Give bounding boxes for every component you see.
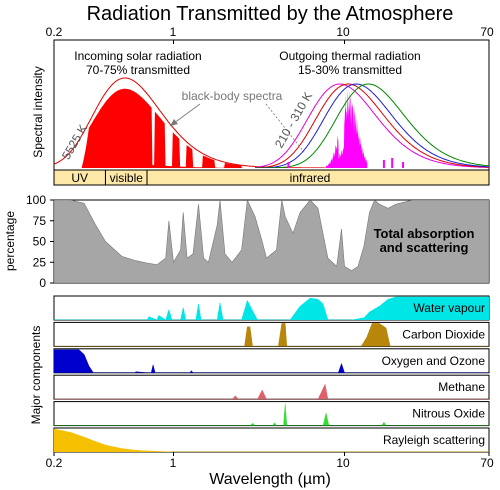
top-tick-10: 10 [336,25,350,39]
top-tick-labels: 0.2 1 10 70 [46,25,494,39]
top-tick-1: 1 [170,25,177,39]
spectral-panel: UV visible infrared Spectral intensity Inc… [31,39,490,186]
spectral-plot-area [54,77,489,168]
thermal-minor-band-1 [382,160,385,168]
component-label-3: Methane [438,380,485,394]
component-area-5 [54,428,489,452]
component-label-1: Carbon Dioxide [402,327,485,341]
blackbody-arrow-left-head [170,119,178,126]
component-frame-3 [53,374,490,400]
thermal-transmitted-area [326,87,368,168]
thermal-blackbody-curve-1 [255,83,489,168]
top-tick-70: 70 [480,25,494,39]
component-label-5: Rayleigh scattering [383,433,485,447]
top-tick-0-2: 0.2 [46,25,63,39]
thermal-minor-band-0 [287,162,290,168]
abs-ytick-1: 25 [33,255,47,269]
bottom-tick-labels: 0.2 1 10 70 [46,456,494,470]
outgoing-label-line1: Outgoing thermal radiation [279,49,420,63]
component-area-0 [54,296,489,320]
incoming-label-line2: 70-75% transmitted [86,63,190,77]
absorption-label-line1: Total absorption [374,226,475,241]
thermal-blackbody-curve-3 [255,83,489,168]
absorption-plot-area [54,200,489,283]
band-label-infrared: infrared [290,171,331,185]
abs-ytick-4: 100 [26,193,46,207]
bottom-tick-70: 70 [480,456,494,470]
abs-ytick-0: 0 [39,276,46,290]
abs-ytick-2: 50 [33,235,47,249]
component-frame-4 [53,401,490,427]
bottom-tick-0-2: 0.2 [46,456,63,470]
component-label-0: Water vapour [413,301,485,315]
bottom-tick-10: 10 [336,456,350,470]
x-axis-label: Wavelength (µm) [209,471,331,488]
spectral-ylabel: Spectral intensity [31,66,45,157]
wavelength-bands: UV visible infrared [53,169,490,186]
band-infrared [146,169,490,186]
blackbody-label: black-body spectra [182,89,283,103]
band-label-visible: visible [110,171,144,185]
component-area-3 [54,383,489,400]
outgoing-label-line2: 15-30% transmitted [298,63,402,77]
solar-transmitted-area [81,88,245,168]
thermal-blackbody-curve-0 [255,83,489,168]
thermal-minor-band-2 [391,158,394,168]
incoming-label-line1: Incoming solar radiation [74,49,201,63]
components-ylabel: Major components [29,326,43,425]
component-area-2 [54,349,489,373]
absorption-label-line2: and scattering [380,240,469,255]
bottom-tick-1: 1 [170,456,177,470]
component-area-4 [54,403,489,426]
absorption-y-ticks: 0 25 50 75 100 [26,193,54,290]
absorption-ylabel: percentage [3,211,17,271]
abs-ytick-3: 75 [33,214,47,228]
total-absorption-area [54,200,489,283]
major-components: Water vapour Carbon Dioxide Oxygen and Ozo… [53,295,490,453]
chart-title: Radiation Transmitted by the Atmosphere [87,3,454,25]
thermal-minor-band-3 [402,162,405,168]
component-label-2: Oxygen and Ozone [382,354,486,368]
component-label-4: Nitrous Oxide [412,407,485,421]
thermal-blackbody-curve-2 [255,83,489,168]
component-area-1 [54,323,489,347]
absorption-panel: 0 25 50 75 100 percentage Total absorption a… [3,193,490,290]
band-label-UV: UV [71,171,88,185]
